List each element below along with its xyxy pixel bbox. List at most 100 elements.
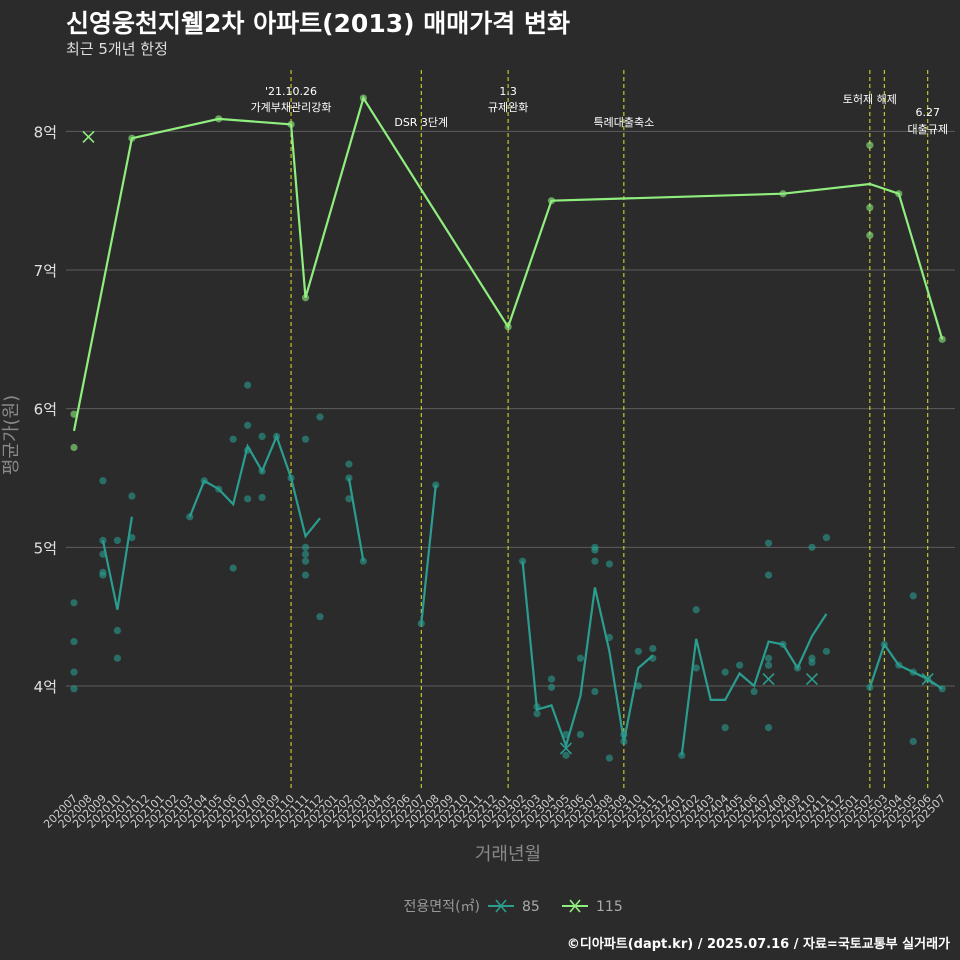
- data-point-85: [764, 571, 773, 579]
- cancel-mark-85: [762, 673, 775, 686]
- data-point-85: [417, 620, 425, 628]
- data-point-115: [70, 410, 78, 418]
- annotation-text: 특례대출축소: [593, 116, 654, 129]
- data-point-85: [634, 682, 642, 690]
- data-point-85: [258, 493, 266, 502]
- data-point-85: [113, 536, 122, 545]
- data-point-85: [909, 592, 917, 600]
- y-tick-label: 4억: [34, 678, 57, 696]
- data-point-85: [258, 432, 266, 440]
- data-point-85: [258, 467, 266, 475]
- series-line-115: [72, 95, 944, 432]
- data-point-85: [547, 675, 556, 683]
- data-point-85: [99, 571, 107, 579]
- data-point-85: [822, 534, 831, 542]
- chart-subtitle: 최근 5개년 한정: [66, 40, 168, 58]
- y-tick-label: 5억: [34, 539, 57, 557]
- data-point-85: [359, 557, 367, 565]
- data-point-85: [866, 683, 874, 691]
- data-point-85: [533, 710, 541, 718]
- data-point-85: [620, 737, 628, 746]
- cancel-mark-85: [559, 742, 573, 755]
- data-point-85: [576, 730, 585, 739]
- data-point-85: [301, 571, 310, 579]
- legend-title: 전용면적(㎡): [404, 899, 480, 915]
- data-point-85: [764, 724, 773, 732]
- data-point-85: [764, 539, 773, 547]
- data-point-115: [504, 323, 512, 331]
- data-point-85: [620, 730, 628, 739]
- annotation-text: 1.3: [499, 85, 517, 98]
- data-point-115: [287, 120, 295, 128]
- annotation-text: 대출규제: [907, 123, 947, 136]
- data-point-85: [721, 668, 729, 676]
- data-point-85: [605, 633, 613, 642]
- data-point-115: [359, 94, 367, 102]
- data-point-85: [113, 654, 122, 662]
- series-line-85: [521, 561, 654, 750]
- data-point-115: [779, 190, 787, 198]
- data-point-85: [562, 751, 570, 759]
- data-point-85: [605, 560, 613, 568]
- data-point-85: [215, 485, 223, 493]
- data-point-85: [692, 664, 700, 672]
- data-point-85: [518, 557, 527, 565]
- data-point-85: [244, 381, 252, 389]
- data-point-115: [938, 335, 946, 343]
- data-point-85: [591, 557, 599, 565]
- data-point-85: [591, 546, 599, 554]
- data-point-115: [547, 197, 556, 205]
- data-point-85: [692, 606, 700, 614]
- data-point-115: [70, 443, 78, 452]
- data-point-85: [70, 668, 78, 676]
- annotation-text: 가계부채관리강화: [251, 101, 332, 114]
- data-point-85: [316, 413, 324, 421]
- data-point-85: [186, 513, 194, 521]
- data-point-85: [99, 550, 107, 558]
- data-point-85: [301, 557, 310, 565]
- data-point-85: [605, 754, 613, 762]
- data-point-115: [866, 204, 874, 212]
- data-point-85: [736, 661, 744, 669]
- data-point-85: [229, 564, 237, 572]
- series-line-85: [188, 433, 321, 539]
- data-point-85: [678, 751, 686, 759]
- data-point-85: [113, 626, 122, 635]
- legend-key-cross: [569, 899, 581, 913]
- data-point-85: [244, 495, 252, 503]
- y-tick-label: 6억: [34, 401, 57, 419]
- data-point-85: [562, 730, 570, 739]
- data-point-115: [301, 294, 310, 302]
- data-point-85: [99, 477, 107, 485]
- data-point-85: [533, 703, 541, 711]
- data-point-115: [895, 190, 903, 198]
- y-tick-label: 7억: [34, 262, 57, 280]
- series-line-85: [347, 477, 365, 562]
- data-point-85: [808, 658, 816, 667]
- data-point-85: [301, 543, 310, 551]
- data-point-85: [272, 432, 281, 440]
- data-point-85: [316, 613, 324, 621]
- data-point-85: [345, 460, 353, 468]
- data-point-85: [128, 534, 136, 542]
- data-point-85: [287, 474, 295, 482]
- data-point-85: [880, 640, 888, 649]
- footer-credit: ©디아파트(dapt.kr) / 2025.07.16 / 자료=국토교통부 실…: [566, 937, 950, 952]
- annotation-text: '21.10.26: [265, 85, 317, 98]
- data-point-85: [721, 724, 729, 732]
- data-point-85: [70, 599, 78, 607]
- cancel-mark-85: [805, 673, 819, 686]
- data-point-85: [779, 640, 787, 649]
- data-point-85: [793, 664, 802, 672]
- data-point-85: [432, 481, 440, 489]
- data-point-85: [909, 737, 917, 746]
- data-point-85: [301, 550, 310, 558]
- data-point-85: [244, 446, 252, 454]
- data-point-85: [591, 687, 599, 696]
- data-point-85: [808, 543, 816, 551]
- data-point-85: [764, 654, 773, 662]
- series-line-85: [680, 613, 828, 756]
- data-point-85: [634, 647, 642, 655]
- data-point-85: [822, 647, 831, 655]
